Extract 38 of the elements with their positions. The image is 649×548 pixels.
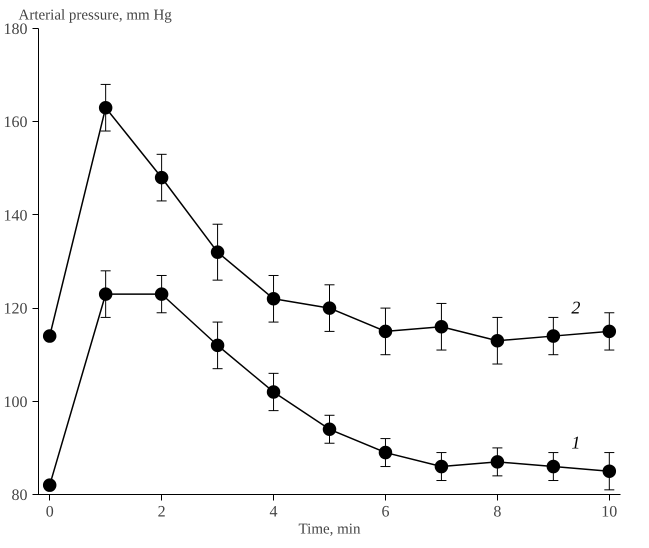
point <box>98 287 112 301</box>
point <box>154 170 168 184</box>
point <box>490 334 504 348</box>
y-tick-label: 80 <box>12 487 28 504</box>
point <box>42 478 56 492</box>
point <box>490 455 504 469</box>
y-tick-label: 160 <box>4 114 28 132</box>
series-label: 2 <box>571 297 580 318</box>
point <box>266 292 280 306</box>
point <box>210 245 224 259</box>
point <box>322 301 336 315</box>
point <box>378 446 392 460</box>
x-tick-label: 6 <box>381 504 390 520</box>
x-tick-label: 4 <box>270 504 278 520</box>
x-tick-label: 8 <box>493 504 502 520</box>
x-tick-label: 0 <box>46 504 54 520</box>
x-tick-label: 2 <box>158 504 166 520</box>
point <box>546 460 560 474</box>
point <box>602 324 616 338</box>
y-tick-label: 180 <box>4 21 28 38</box>
point <box>434 320 448 334</box>
point <box>266 385 280 399</box>
point <box>434 460 448 474</box>
point <box>154 287 168 301</box>
x-axis-title: Time, min <box>298 522 361 538</box>
point <box>378 324 392 338</box>
point <box>210 338 224 352</box>
y-tick-label: 140 <box>4 207 28 224</box>
point <box>602 464 616 478</box>
point <box>546 329 560 343</box>
point <box>42 329 56 343</box>
y-tick-label: 120 <box>4 300 28 318</box>
point <box>98 100 112 114</box>
series-label: 1 <box>571 432 580 453</box>
y-axis-title: Arterial pressure, mm Hg <box>18 8 172 24</box>
point <box>322 422 336 436</box>
y-tick-label: 100 <box>4 394 28 411</box>
x-tick-label: 10 <box>601 504 618 520</box>
